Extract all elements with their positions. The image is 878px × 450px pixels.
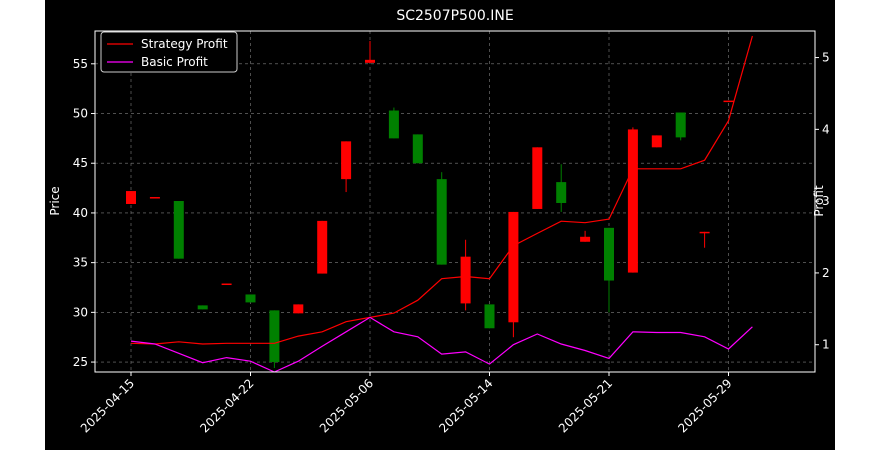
- left-tick-label: 30: [73, 305, 88, 319]
- candle-body: [556, 182, 567, 203]
- x-tick-label: 2025-04-22: [197, 376, 256, 435]
- candle-body: [627, 129, 638, 273]
- legend-basic-label: Basic Profit: [141, 55, 208, 69]
- candles: [126, 40, 734, 369]
- y-axis-label-left: Price: [48, 186, 62, 215]
- candle-body: [221, 283, 232, 286]
- right-tick-label: 4: [822, 122, 830, 136]
- candle-body: [508, 211, 519, 323]
- right-axis: 1 2 3 4 5: [815, 51, 830, 352]
- profit-lines: [130, 35, 753, 373]
- candle-body: [699, 231, 710, 234]
- strategy-profit-line: [130, 35, 753, 345]
- candle-body: [484, 304, 495, 329]
- x-axis: 2025-04-15 2025-04-22 2025-05-06 2025-05-14…: [78, 372, 735, 435]
- x-tick-label: 2025-05-06: [317, 376, 376, 435]
- candle-body: [532, 147, 543, 209]
- candle-body: [126, 191, 136, 204]
- left-tick-label: 55: [73, 57, 88, 71]
- candle-body: [197, 305, 208, 310]
- candle-body: [149, 197, 160, 199]
- legend-strategy-label: Strategy Profit: [141, 37, 228, 51]
- left-tick-label: 25: [73, 355, 88, 369]
- y-axis-label-right: Profit: [812, 185, 826, 217]
- candle-body: [412, 134, 423, 164]
- right-tick-label: 5: [822, 51, 830, 65]
- chart-title: SC2507P500.INE: [396, 8, 513, 24]
- x-tick-label: 2025-04-15: [78, 376, 137, 435]
- x-tick-label: 2025-05-29: [675, 376, 734, 435]
- left-tick-label: 35: [73, 256, 88, 270]
- grid-lines: [95, 31, 815, 372]
- plot-frame: [94, 30, 816, 373]
- candle-body: [388, 110, 399, 139]
- candle-body: [604, 227, 614, 281]
- candle-body: [651, 135, 662, 148]
- candle-body: [317, 220, 328, 274]
- basic-profit-line: [130, 316, 753, 373]
- right-tick-label: 1: [822, 338, 830, 352]
- candle-body: [341, 141, 352, 180]
- candle-body: [173, 201, 184, 259]
- left-tick-label: 45: [73, 156, 88, 170]
- left-tick-label: 50: [73, 107, 88, 121]
- left-tick-label: 40: [73, 206, 88, 220]
- candle-body: [723, 100, 734, 103]
- candle-body: [675, 112, 686, 138]
- candle-body: [365, 59, 375, 63]
- candle-body: [460, 256, 471, 304]
- right-tick-label: 3: [822, 194, 830, 208]
- right-tick-label: 2: [822, 266, 830, 280]
- legend: Strategy Profit Basic Profit: [100, 31, 238, 73]
- x-tick-label: 2025-05-21: [556, 376, 615, 435]
- candle-body: [293, 304, 304, 314]
- candle-body: [245, 294, 256, 303]
- x-tick-label: 2025-05-14: [436, 376, 495, 435]
- legend-box: [100, 31, 238, 73]
- candle-body: [436, 179, 447, 265]
- candle-body: [580, 236, 591, 242]
- left-axis: 25 30 35 40 45 50 55: [73, 57, 95, 369]
- candle-body: [269, 310, 280, 363]
